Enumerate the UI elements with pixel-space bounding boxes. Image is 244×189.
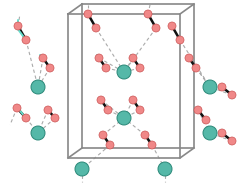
Circle shape: [136, 64, 144, 72]
Circle shape: [203, 80, 217, 94]
Circle shape: [22, 36, 30, 44]
Circle shape: [46, 64, 54, 72]
Circle shape: [194, 106, 202, 114]
Circle shape: [31, 126, 45, 140]
Circle shape: [22, 114, 30, 122]
Circle shape: [141, 131, 149, 139]
Circle shape: [13, 104, 21, 112]
Circle shape: [129, 54, 137, 62]
Circle shape: [202, 116, 210, 124]
Circle shape: [129, 96, 137, 104]
Circle shape: [99, 131, 107, 139]
Circle shape: [84, 10, 92, 18]
Circle shape: [152, 24, 160, 32]
Circle shape: [75, 162, 89, 176]
Circle shape: [44, 106, 52, 114]
Circle shape: [106, 141, 114, 149]
Circle shape: [148, 141, 156, 149]
Circle shape: [218, 129, 226, 137]
Circle shape: [31, 80, 45, 94]
Circle shape: [228, 91, 236, 99]
Circle shape: [117, 111, 131, 125]
Circle shape: [185, 54, 193, 62]
Circle shape: [97, 96, 105, 104]
Circle shape: [95, 54, 103, 62]
Circle shape: [158, 162, 172, 176]
Circle shape: [51, 114, 59, 122]
Circle shape: [117, 65, 131, 79]
Circle shape: [92, 24, 100, 32]
Circle shape: [104, 106, 112, 114]
Circle shape: [102, 64, 110, 72]
Circle shape: [176, 36, 184, 44]
Circle shape: [228, 137, 236, 145]
Circle shape: [144, 10, 152, 18]
Circle shape: [14, 22, 22, 30]
Circle shape: [136, 106, 144, 114]
Circle shape: [203, 126, 217, 140]
Circle shape: [168, 22, 176, 30]
Circle shape: [39, 54, 47, 62]
Circle shape: [218, 83, 226, 91]
Circle shape: [192, 64, 200, 72]
